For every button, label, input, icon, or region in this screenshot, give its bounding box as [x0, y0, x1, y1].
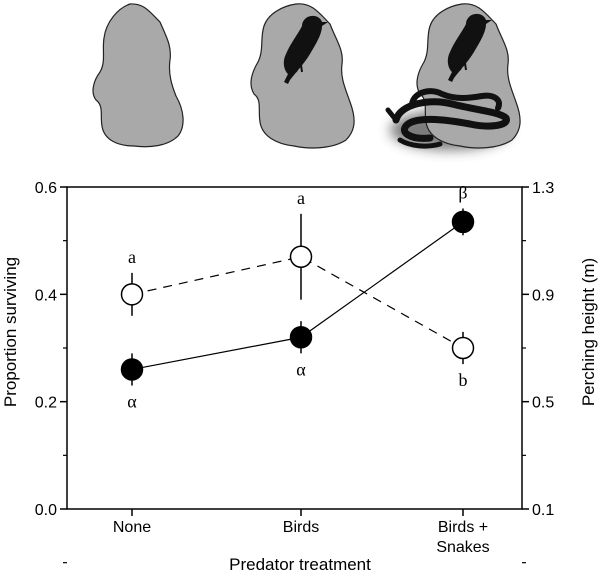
- data-point: [289, 326, 313, 349]
- data-point: [120, 358, 144, 381]
- bird-icon: [283, 15, 328, 85]
- x-axis: None Birds Birds + Snakes: [113, 509, 490, 556]
- snake-icon: [385, 88, 510, 149]
- island-bird-illustration: [250, 3, 355, 149]
- x-axis-tick-label: None: [113, 519, 151, 536]
- right-y-axis: 0.1 0.5 0.9 1.3: [522, 180, 554, 564]
- data-point: [120, 283, 144, 306]
- data-point: [451, 210, 475, 234]
- series-layer: a a b α α β: [120, 182, 475, 412]
- left-axis-tick-label: 0.4: [35, 287, 57, 304]
- right-axis-tick-label: 0.9: [532, 287, 554, 304]
- x-axis-tick-label-line2: Snakes: [436, 539, 489, 556]
- significance-letter: a: [297, 188, 305, 208]
- right-axis-tick-label: 0.1: [532, 502, 554, 519]
- significance-letter: β: [458, 182, 467, 202]
- x-axis-tick-label: Birds: [283, 519, 319, 536]
- right-axis-tick-label: 1.3: [532, 180, 554, 197]
- significance-letter: α: [127, 392, 137, 412]
- data-point: [289, 245, 313, 269]
- x-axis-tick-label: Birds +: [438, 519, 488, 536]
- bird-icon: [447, 13, 492, 83]
- left-axis-tick-label: 0.0: [35, 502, 57, 519]
- left-y-axis: 0.0 0.2 0.4 0.6: [35, 180, 67, 564]
- island-bird-snake-illustration: [385, 3, 521, 150]
- right-axis-tick-label: 0.5: [532, 395, 554, 412]
- series-open: a a b: [120, 188, 475, 390]
- left-axis-tick-label: 0.6: [35, 180, 57, 197]
- illustration-row: [92, 3, 521, 150]
- series-filled: α α β: [120, 182, 475, 412]
- data-point: [451, 336, 475, 360]
- significance-letter: b: [459, 370, 468, 390]
- left-axis-tick-label: 0.2: [35, 395, 57, 412]
- significance-letter: a: [128, 247, 136, 267]
- x-axis-title: Predator treatment: [229, 555, 371, 574]
- left-axis-title: Proportion surviving: [1, 257, 20, 407]
- significance-letter: α: [296, 359, 306, 379]
- island-empty-illustration: [92, 3, 184, 148]
- right-axis-title: Perching height (m): [579, 258, 598, 406]
